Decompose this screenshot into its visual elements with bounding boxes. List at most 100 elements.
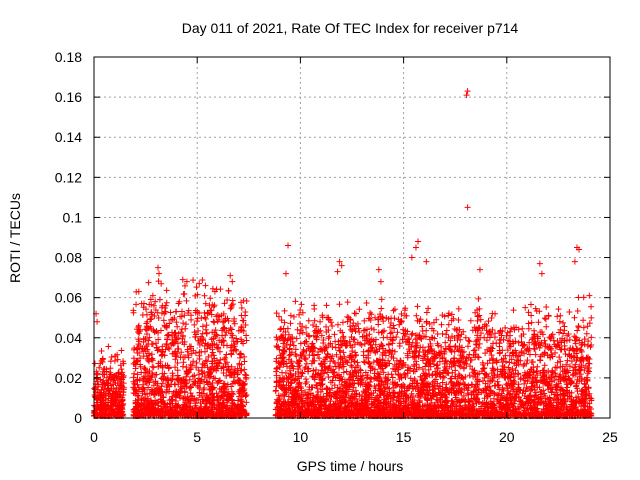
- data-point: [340, 369, 347, 376]
- data-point: [339, 319, 346, 326]
- data-point: [571, 333, 578, 340]
- data-point: [224, 297, 231, 304]
- data-point: [190, 358, 197, 365]
- data-point: [131, 360, 138, 367]
- data-point: [133, 301, 140, 308]
- data-point: [192, 292, 199, 299]
- data-point: [549, 353, 556, 360]
- data-point: [303, 378, 310, 385]
- data-point: [172, 356, 179, 363]
- data-point: [162, 308, 169, 315]
- data-point: [564, 384, 571, 391]
- data-point: [465, 337, 472, 344]
- data-point: [232, 403, 239, 410]
- data-point: [202, 315, 209, 322]
- data-point: [237, 367, 244, 374]
- data-point: [371, 366, 378, 373]
- data-point: [96, 405, 103, 412]
- data-point: [385, 357, 392, 364]
- data-point: [210, 318, 217, 325]
- data-point: [137, 355, 144, 362]
- data-point: [164, 401, 171, 408]
- data-point: [234, 397, 241, 404]
- data-point: [568, 389, 575, 396]
- data-point: [584, 342, 591, 349]
- data-point: [292, 298, 299, 305]
- data-point: [322, 344, 329, 351]
- data-point: [419, 323, 426, 330]
- data-point: [115, 369, 122, 376]
- data-point: [99, 394, 106, 401]
- data-point: [143, 378, 150, 385]
- data-point: [352, 349, 359, 356]
- data-point: [119, 369, 126, 376]
- data-point: [293, 335, 300, 342]
- data-point: [510, 307, 517, 314]
- data-point: [142, 395, 149, 402]
- data-point: [374, 370, 381, 377]
- data-point: [181, 341, 188, 348]
- data-point: [214, 360, 221, 367]
- data-point: [178, 329, 185, 336]
- data-point: [194, 378, 201, 385]
- data-point: [150, 392, 157, 399]
- data-point: [159, 364, 166, 371]
- data-point: [199, 276, 206, 283]
- data-point: [159, 388, 166, 395]
- data-point: [518, 338, 525, 345]
- data-point: [230, 391, 237, 398]
- data-point: [401, 370, 408, 377]
- data-point: [239, 403, 246, 410]
- data-point: [199, 323, 206, 330]
- data-point: [228, 350, 235, 357]
- data-point: [99, 358, 106, 365]
- data-point: [135, 406, 142, 413]
- data-point: [114, 356, 121, 363]
- data-point: [181, 312, 188, 319]
- data-point: [512, 367, 519, 374]
- data-point: [241, 366, 248, 373]
- data-point: [356, 306, 363, 313]
- data-point: [417, 373, 424, 380]
- data-point: [410, 361, 417, 368]
- data-point: [447, 375, 454, 382]
- data-point: [210, 352, 217, 359]
- data-point: [186, 385, 193, 392]
- data-point: [351, 310, 358, 317]
- data-point: [240, 297, 247, 304]
- data-point: [169, 372, 176, 379]
- data-point: [475, 295, 482, 302]
- data-point: [242, 371, 249, 378]
- data-point: [92, 386, 99, 393]
- data-point: [213, 286, 220, 293]
- data-point: [186, 343, 193, 350]
- data-point: [227, 406, 234, 413]
- data-point: [188, 392, 195, 399]
- data-point: [117, 382, 124, 389]
- data-point: [209, 285, 216, 292]
- data-point: [202, 357, 209, 364]
- data-point: [392, 390, 399, 397]
- data-point: [201, 292, 208, 299]
- data-point: [303, 324, 310, 331]
- data-point: [118, 366, 125, 373]
- data-point: [430, 361, 437, 368]
- data-point: [225, 287, 232, 294]
- data-point: [215, 401, 222, 408]
- data-point: [155, 336, 162, 343]
- data-point: [329, 344, 336, 351]
- data-point: [149, 292, 156, 299]
- data-point: [136, 330, 143, 337]
- data-point: [163, 384, 170, 391]
- data-point: [160, 375, 167, 382]
- data-point: [277, 326, 284, 333]
- data-point: [152, 400, 159, 407]
- data-point: [166, 397, 173, 404]
- data-point: [164, 332, 171, 339]
- data-point: [202, 348, 209, 355]
- data-point: [331, 331, 338, 338]
- data-point: [226, 410, 233, 417]
- data-point: [316, 355, 323, 362]
- data-point: [213, 331, 220, 338]
- data-point: [223, 359, 230, 366]
